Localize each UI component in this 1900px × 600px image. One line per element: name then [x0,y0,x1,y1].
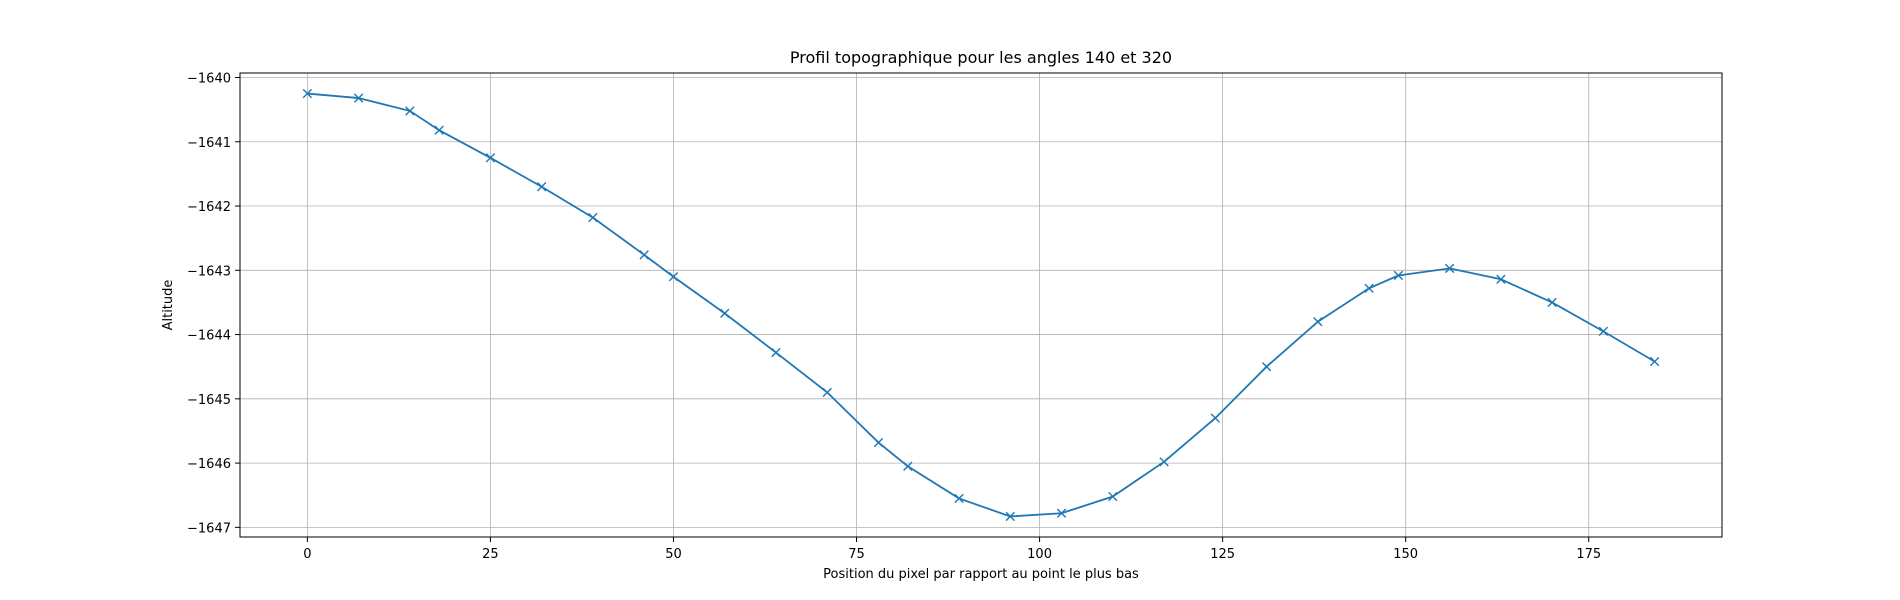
y-axis-label: Altitude [161,280,176,331]
grid-layer [240,73,1722,537]
x-tick-label: 125 [1210,547,1235,562]
data-point [1261,362,1272,372]
data-point [1393,270,1404,281]
series-line [307,92,1656,518]
data-point [903,461,913,472]
y-tick-label: −1641 [187,136,231,151]
y-tick-label: −1645 [187,393,231,408]
data-point [1210,413,1221,423]
data-point [1496,274,1506,284]
x-tick-label: 50 [665,547,682,562]
chart-title: Profil topographique pour les angles 140… [790,48,1172,67]
x-tick-label: 25 [482,547,499,562]
data-point [771,347,781,358]
data-point [1444,263,1455,274]
data-point [588,212,598,223]
y-tick-label: −1646 [187,457,231,472]
x-tick-label: 150 [1393,547,1418,562]
data-point [1313,317,1323,327]
data-point [485,153,496,163]
tick-layer: 0 25 50 75 100 125 150 175 −1640 −1641 −1642 −1643 −… [187,71,1601,562]
x-tick-label: 75 [848,547,865,562]
data-point [1598,326,1609,337]
data-point [1056,508,1067,518]
data-point [1547,297,1557,308]
data-point [405,106,415,116]
data-point [668,272,679,282]
series-layer [302,88,1660,522]
data-point [822,387,832,398]
y-tick-label: −1640 [187,71,231,86]
data-point [536,182,547,192]
x-axis-label: Position du pixel par rapport au point l… [823,567,1139,582]
y-tick-label: −1643 [187,264,231,279]
data-point [720,308,730,319]
y-tick-label: −1647 [187,521,231,536]
data-point [434,125,444,135]
data-point [639,250,649,260]
data-point [954,493,964,504]
data-point [353,93,364,103]
y-tick-label: −1642 [187,200,231,215]
data-point [1005,511,1015,522]
x-tick-label: 100 [1027,547,1052,562]
data-point [302,88,313,99]
data-point [1108,491,1118,502]
data-point [1159,457,1169,467]
plot-frame [239,72,1723,538]
data-point [1649,356,1660,367]
data-point [873,437,884,448]
y-tick-label: −1644 [187,329,231,344]
x-tick-label: 175 [1576,547,1601,562]
x-tick-label: 0 [303,547,311,562]
data-point [1364,283,1374,293]
